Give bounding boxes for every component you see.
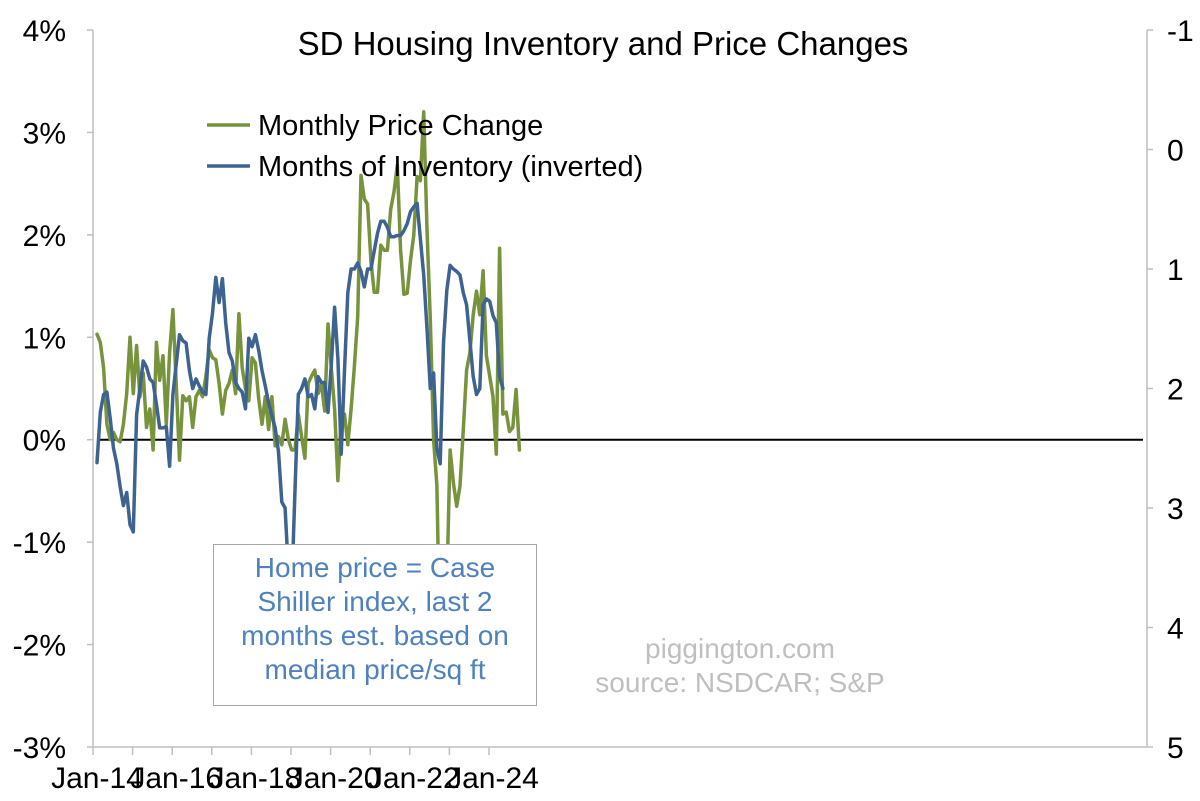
x-tick-label: Jan-18 (210, 762, 302, 795)
annotation-box: Home price = Case Shiller index, last 2 … (213, 544, 537, 706)
inventory-series-line (95, 201, 505, 592)
y-right-tick-label: 5 (1167, 732, 1184, 765)
x-tick-label: Jan-22 (368, 762, 460, 795)
y-left-tick-label: 3% (23, 117, 66, 150)
y-right-tick-label: 4 (1167, 613, 1184, 646)
y-right-tick-label: 1 (1167, 254, 1184, 287)
annotation-line: months est. based on (241, 620, 509, 651)
x-tick-label: Jan-16 (130, 762, 222, 795)
y-right-tick-label: 3 (1167, 493, 1184, 526)
annotation-line: Home price = Case (254, 552, 496, 583)
legend-label-price: Monthly Price Change (258, 110, 543, 142)
y-left-tick-label: 1% (23, 322, 66, 355)
x-tick-label: Jan-24 (447, 762, 539, 795)
y-left-tick-label: 2% (23, 220, 66, 253)
chart-title: SD Housing Inventory and Price Changes (298, 25, 909, 62)
y-left-tick-label: 0% (23, 425, 66, 458)
legend-label-inventory: Months of Inventory (inverted) (258, 151, 643, 183)
price-change-series-line (95, 110, 522, 664)
y-left-tick-label: -3% (13, 732, 66, 765)
y-right-tick-label: 2 (1167, 374, 1184, 407)
watermark-site: piggington.com (645, 633, 835, 664)
y-left-tick-label: -2% (13, 630, 66, 663)
y-left-tick-label: -1% (13, 527, 66, 560)
watermark-source: source: NSDCAR; S&P (595, 667, 885, 698)
watermark: piggington.com source: NSDCAR; S&P (540, 632, 940, 700)
annotation-line: Shiller index, last 2 (257, 586, 493, 617)
annotation-line: median price/sq ft (264, 654, 486, 685)
x-tick-label: Jan-20 (289, 762, 381, 795)
x-tick-label: Jan-14 (51, 762, 143, 795)
y-left-tick-label: 4% (23, 15, 66, 48)
y-right-tick-label: 0 (1167, 135, 1184, 168)
y-right-tick-label: -1 (1167, 15, 1194, 48)
